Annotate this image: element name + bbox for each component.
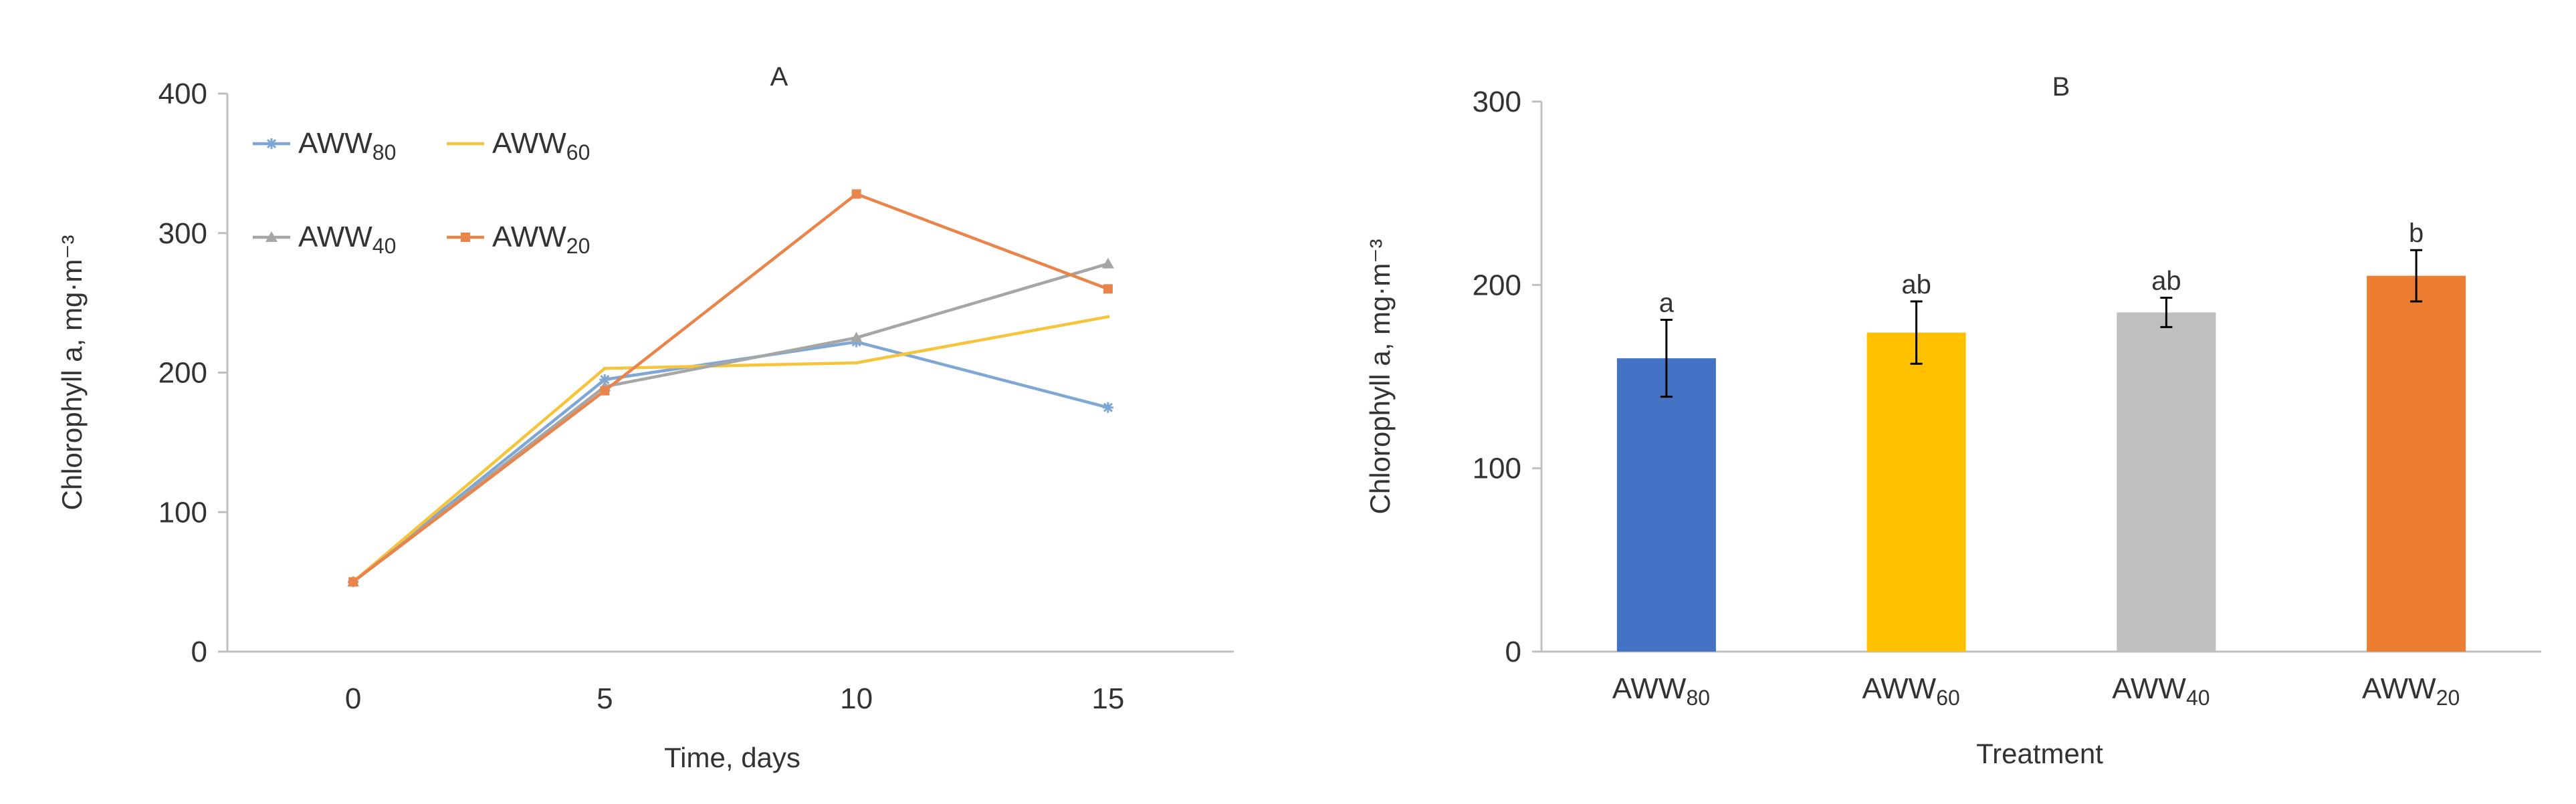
chart-a-series-line bbox=[352, 340, 1109, 583]
chart-b-bar-group: ab bbox=[1866, 270, 1966, 652]
chart-a-point bbox=[461, 233, 470, 242]
chart-a-point bbox=[265, 231, 278, 242]
chart-a-series-aww60 bbox=[351, 315, 1110, 584]
chart-a-y-tick-label: 100 bbox=[158, 496, 207, 529]
chart-a-point bbox=[851, 189, 861, 199]
chart-a-series bbox=[347, 189, 1114, 587]
chart-a-y-ticks: 0 100 200 300 400 bbox=[158, 78, 227, 668]
chart-a-point bbox=[266, 138, 277, 149]
chart-a-legend-label: AWW80 bbox=[298, 127, 396, 164]
chart-b-y-tick-label: 0 bbox=[1505, 636, 1521, 668]
chart-b-bars: a ab ab b bbox=[1616, 219, 2466, 652]
chart-a-point bbox=[855, 361, 859, 365]
chart-b-title: B bbox=[2052, 72, 2070, 102]
chart-a-title: A bbox=[770, 62, 788, 92]
chart-a-point bbox=[348, 577, 358, 587]
chart-a-series-line bbox=[352, 315, 1109, 583]
chart-a-series-aww20 bbox=[348, 189, 1113, 587]
chart-b-y-tick-label: 100 bbox=[1473, 452, 1521, 485]
chart-b-y-tick-label: 200 bbox=[1473, 269, 1521, 301]
chart-a-legend-item: AWW40 bbox=[253, 221, 396, 258]
chart-b-x-axis-label: Treatment bbox=[1976, 738, 2103, 769]
chart-a-x-tick-label: 5 bbox=[597, 682, 613, 715]
chart-b-x-ticks: AWW80 AWW60 AWW40 AWW20 bbox=[1612, 672, 2460, 710]
chart-a-y-axis-label: Chlorophyll a, mg·m⁻³ bbox=[56, 235, 88, 511]
chart-b-significance-letter: b bbox=[2409, 219, 2424, 248]
chart-a-point bbox=[1102, 402, 1113, 413]
chart-b-significance-letter: ab bbox=[2151, 267, 2181, 296]
chart-b-bar bbox=[2117, 312, 2216, 652]
chart-a-legend: AWW80 AWW60 AWW40 AWW20 bbox=[253, 127, 590, 258]
chart-b-x-tick-label: AWW20 bbox=[2362, 672, 2460, 710]
chart-a-point bbox=[1106, 315, 1110, 319]
chart-a-point bbox=[1101, 257, 1114, 269]
chart-a-point bbox=[599, 374, 611, 385]
chart-a-x-tick-label: 0 bbox=[345, 682, 361, 715]
chart-a-y-tick-label: 200 bbox=[158, 357, 207, 390]
chart-a-x-axis-label: Time, days bbox=[664, 742, 800, 773]
chart-a-x-ticks: 0 5 10 15 bbox=[345, 682, 1124, 715]
chart-a-series-line bbox=[352, 192, 1109, 583]
chart-a-axes bbox=[226, 94, 1234, 653]
chart-a-legend-item: AWW60 bbox=[447, 127, 590, 164]
chart-a-point bbox=[850, 331, 863, 343]
chart-b-significance-letter: ab bbox=[1901, 270, 1931, 299]
chart-b-y-ticks: 0 100 200 300 bbox=[1473, 86, 1541, 668]
chart-a-series-aww80 bbox=[348, 336, 1113, 587]
chart-a-x-tick-label: 15 bbox=[1091, 682, 1124, 715]
chart-a-point bbox=[603, 366, 607, 370]
chart-a-legend-label: AWW40 bbox=[298, 221, 396, 258]
chart-b-bar-group: b bbox=[2367, 219, 2466, 652]
chart-b-bar-group: ab bbox=[2117, 267, 2216, 652]
chart-b: B Chlorophyll a, mg·m⁻³ Treatment 0 100 20… bbox=[1364, 72, 2541, 769]
chart-a-y-tick-label: 0 bbox=[191, 636, 207, 668]
chart-a-legend-label: AWW60 bbox=[492, 127, 590, 164]
chart-a-legend-label: AWW20 bbox=[492, 221, 590, 258]
chart-b-bar bbox=[2367, 275, 2466, 652]
chart-a-point bbox=[600, 386, 610, 396]
chart-b-y-tick-label: 300 bbox=[1473, 86, 1521, 118]
chart-a-x-tick-label: 10 bbox=[840, 682, 873, 715]
chart-a-series-line bbox=[352, 262, 1109, 583]
chart-b-x-tick-label: AWW80 bbox=[1612, 672, 1710, 710]
chart-a: A Chlorophyll a, mg·m⁻³ Time, days 01002… bbox=[56, 62, 1234, 773]
chart-b-x-tick-label: AWW40 bbox=[2112, 672, 2210, 710]
chart-a-legend-item: AWW80 bbox=[253, 127, 396, 164]
chart-a-point bbox=[463, 142, 467, 146]
chart-a-y-tick-label: 400 bbox=[158, 78, 207, 110]
chart-b-x-tick-label: AWW60 bbox=[1862, 672, 1959, 710]
chart-a-point bbox=[1103, 284, 1113, 294]
chart-a-legend-item: AWW20 bbox=[447, 221, 590, 258]
chart-b-bar bbox=[1866, 332, 1966, 652]
chart-a-y-tick-label: 300 bbox=[158, 217, 207, 250]
chart-b-bar bbox=[1616, 358, 1716, 652]
chart-b-significance-letter: a bbox=[1659, 288, 1675, 317]
chart-b-bar-group: a bbox=[1616, 288, 1716, 652]
chart-a-series-aww40 bbox=[347, 257, 1114, 587]
chart-b-y-axis-label: Chlorophyll a, mg·m⁻³ bbox=[1364, 239, 1396, 515]
